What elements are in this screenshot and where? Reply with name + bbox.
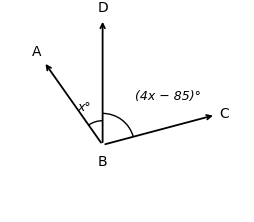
- Text: A: A: [32, 45, 41, 59]
- Text: B: B: [98, 155, 107, 168]
- Text: D: D: [97, 1, 108, 15]
- Text: C: C: [219, 107, 229, 121]
- Text: (4x − 85)°: (4x − 85)°: [135, 90, 201, 103]
- Text: x°: x°: [77, 101, 91, 115]
